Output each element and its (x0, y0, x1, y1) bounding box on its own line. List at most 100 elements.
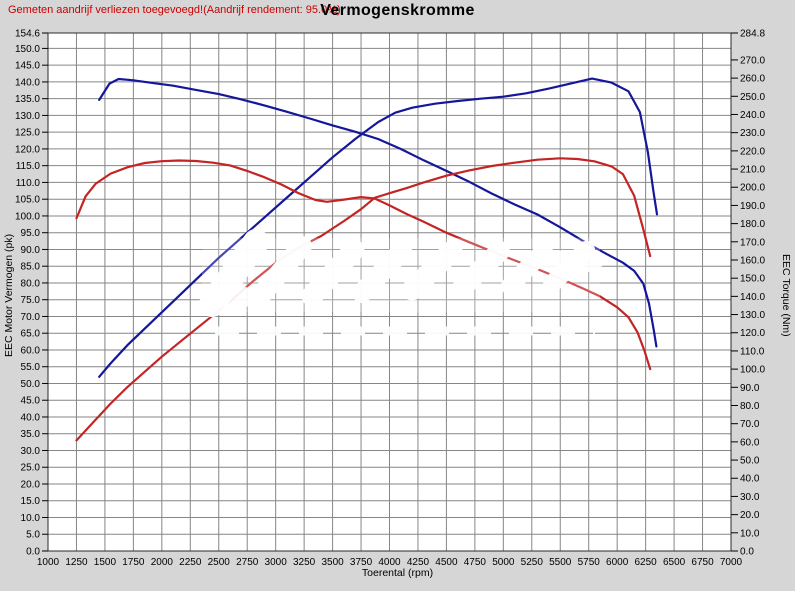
svg-text:60.0: 60.0 (740, 437, 760, 448)
svg-text:130.0: 130.0 (740, 310, 765, 321)
svg-text:25.0: 25.0 (21, 463, 41, 474)
svg-text:4000: 4000 (378, 557, 401, 568)
svg-text:95.0: 95.0 (21, 228, 41, 239)
svg-text:10.0: 10.0 (740, 528, 760, 539)
svg-text:105.0: 105.0 (15, 195, 40, 206)
svg-text:10.0: 10.0 (21, 513, 41, 524)
svg-text:20.0: 20.0 (740, 510, 760, 521)
svg-text:2250: 2250 (179, 557, 202, 568)
y-axis-left-label: EEC Motor Vermogen (pk) (3, 233, 15, 358)
svg-text:3750: 3750 (350, 557, 373, 568)
svg-text:35.0: 35.0 (21, 429, 41, 440)
svg-text:135.0: 135.0 (15, 94, 40, 105)
svg-text:15.0: 15.0 (21, 496, 41, 507)
curve-red-power (75, 157, 652, 442)
curve-red-torque (75, 159, 652, 371)
svg-text:200.0: 200.0 (740, 183, 765, 194)
svg-text:3250: 3250 (293, 557, 316, 568)
svg-text:40.0: 40.0 (21, 412, 41, 423)
svg-text:120.0: 120.0 (15, 144, 40, 155)
svg-text:190.0: 190.0 (740, 201, 765, 212)
svg-text:5.0: 5.0 (26, 530, 40, 541)
curve-blue-torque (98, 77, 658, 348)
svg-text:260.0: 260.0 (740, 74, 765, 85)
watermark (199, 229, 604, 336)
svg-text:1500: 1500 (94, 557, 117, 568)
svg-text:160.0: 160.0 (740, 255, 765, 266)
svg-text:150.0: 150.0 (15, 44, 40, 55)
svg-text:220.0: 220.0 (740, 146, 765, 157)
svg-text:1250: 1250 (65, 557, 88, 568)
svg-text:80.0: 80.0 (740, 401, 760, 412)
svg-text:4250: 4250 (407, 557, 430, 568)
svg-text:125.0: 125.0 (15, 128, 40, 139)
svg-text:5750: 5750 (578, 557, 601, 568)
svg-text:110.0: 110.0 (16, 178, 41, 189)
svg-text:2000: 2000 (151, 557, 174, 568)
y-axis-right-label: EEC Torque (Nm) (780, 254, 792, 337)
svg-text:50.0: 50.0 (21, 379, 41, 390)
svg-text:90.0: 90.0 (740, 383, 760, 394)
y-axis-right-ticks: 284.8 270.0 260.0 250.0 240.0 230.0 220.0 210.0… (731, 29, 765, 558)
svg-text:4750: 4750 (464, 557, 487, 568)
plot-border (47, 32, 732, 552)
svg-text:0.0: 0.0 (740, 547, 754, 558)
svg-text:145.0: 145.0 (15, 61, 40, 72)
svg-text:50.0: 50.0 (740, 456, 760, 467)
svg-text:100.0: 100.0 (740, 365, 765, 376)
x-axis-label: Toerental (rpm) (361, 567, 434, 579)
svg-text:6750: 6750 (691, 557, 714, 568)
page-title: Vermogenskromme (320, 2, 475, 19)
svg-text:5250: 5250 (521, 557, 544, 568)
svg-text:230.0: 230.0 (740, 128, 765, 139)
svg-text:3500: 3500 (321, 557, 344, 568)
y-axis-left-ticks: 154.6 150.0 145.0 140.0 135.0 130.0 125.0 120.0… (15, 29, 48, 558)
svg-text:140.0: 140.0 (15, 77, 40, 88)
svg-text:154.6: 154.6 (15, 29, 40, 40)
svg-text:30.0: 30.0 (740, 492, 760, 503)
svg-text:6500: 6500 (663, 557, 686, 568)
svg-text:140.0: 140.0 (740, 292, 765, 303)
svg-text:65.0: 65.0 (21, 329, 41, 340)
svg-text:6250: 6250 (635, 557, 658, 568)
svg-text:6000: 6000 (606, 557, 629, 568)
svg-text:20.0: 20.0 (21, 479, 41, 490)
correction-note: Gemeten aandrijf verliezen toegevoegd!(A… (8, 4, 341, 16)
x-axis-ticks: 1000 1250 1500 1750 2000 2250 2500 2750 3000 3250… (37, 557, 743, 568)
svg-text:90.0: 90.0 (21, 245, 41, 256)
svg-text:250.0: 250.0 (740, 92, 765, 103)
svg-text:4500: 4500 (435, 557, 458, 568)
svg-text:240.0: 240.0 (740, 110, 765, 121)
curve-blue-power (98, 77, 659, 378)
svg-text:0.0: 0.0 (26, 547, 40, 558)
svg-text:170.0: 170.0 (740, 237, 765, 248)
svg-text:40.0: 40.0 (740, 474, 760, 485)
svg-text:2750: 2750 (236, 557, 259, 568)
svg-text:60.0: 60.0 (21, 345, 41, 356)
svg-text:5500: 5500 (549, 557, 572, 568)
svg-text:85.0: 85.0 (21, 262, 41, 273)
svg-text:1000: 1000 (37, 557, 60, 568)
svg-text:130.0: 130.0 (15, 111, 40, 122)
svg-text:1750: 1750 (122, 557, 145, 568)
svg-text:115.0: 115.0 (16, 161, 41, 172)
svg-text:100.0: 100.0 (15, 211, 40, 222)
svg-text:180.0: 180.0 (740, 219, 765, 230)
svg-text:30.0: 30.0 (21, 446, 41, 457)
svg-text:70.0: 70.0 (21, 312, 41, 323)
svg-text:80.0: 80.0 (21, 278, 41, 289)
svg-text:284.8: 284.8 (740, 29, 765, 40)
svg-text:2500: 2500 (208, 557, 231, 568)
svg-text:110.0: 110.0 (740, 346, 765, 357)
svg-text:270.0: 270.0 (740, 55, 765, 66)
svg-text:7000: 7000 (720, 557, 743, 568)
svg-text:5000: 5000 (492, 557, 515, 568)
svg-text:3000: 3000 (265, 557, 288, 568)
svg-text:210.0: 210.0 (740, 165, 765, 176)
svg-text:120.0: 120.0 (740, 328, 765, 339)
svg-text:150.0: 150.0 (740, 274, 765, 285)
svg-text:70.0: 70.0 (740, 419, 760, 430)
svg-text:75.0: 75.0 (21, 295, 41, 306)
